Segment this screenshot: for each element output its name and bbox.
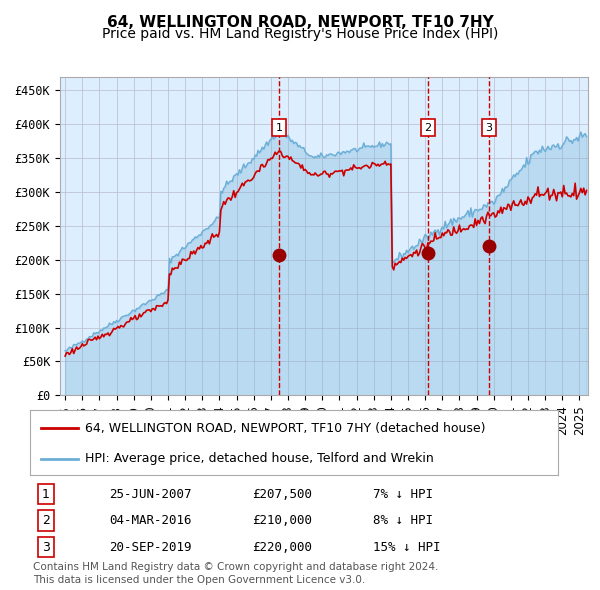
Text: 04-MAR-2016: 04-MAR-2016 [109,514,192,527]
Text: £220,000: £220,000 [252,540,312,554]
Text: 3: 3 [485,123,493,133]
Text: 20-SEP-2019: 20-SEP-2019 [109,540,192,554]
Text: 15% ↓ HPI: 15% ↓ HPI [373,540,440,554]
Text: 25-JUN-2007: 25-JUN-2007 [109,487,192,501]
Text: 64, WELLINGTON ROAD, NEWPORT, TF10 7HY (detached house): 64, WELLINGTON ROAD, NEWPORT, TF10 7HY (… [85,422,486,435]
Text: HPI: Average price, detached house, Telford and Wrekin: HPI: Average price, detached house, Telf… [85,452,434,466]
Text: 8% ↓ HPI: 8% ↓ HPI [373,514,433,527]
Text: 64, WELLINGTON ROAD, NEWPORT, TF10 7HY: 64, WELLINGTON ROAD, NEWPORT, TF10 7HY [107,15,493,30]
Text: 1: 1 [275,123,283,133]
Text: £210,000: £210,000 [252,514,312,527]
Text: £207,500: £207,500 [252,487,312,501]
Text: 2: 2 [42,514,50,527]
Text: Contains HM Land Registry data © Crown copyright and database right 2024.: Contains HM Land Registry data © Crown c… [33,562,439,572]
Text: 2: 2 [424,123,431,133]
Text: This data is licensed under the Open Government Licence v3.0.: This data is licensed under the Open Gov… [33,575,365,585]
Text: 1: 1 [42,487,50,501]
Text: Price paid vs. HM Land Registry's House Price Index (HPI): Price paid vs. HM Land Registry's House … [102,27,498,41]
Text: 7% ↓ HPI: 7% ↓ HPI [373,487,433,501]
Text: 3: 3 [42,540,50,554]
